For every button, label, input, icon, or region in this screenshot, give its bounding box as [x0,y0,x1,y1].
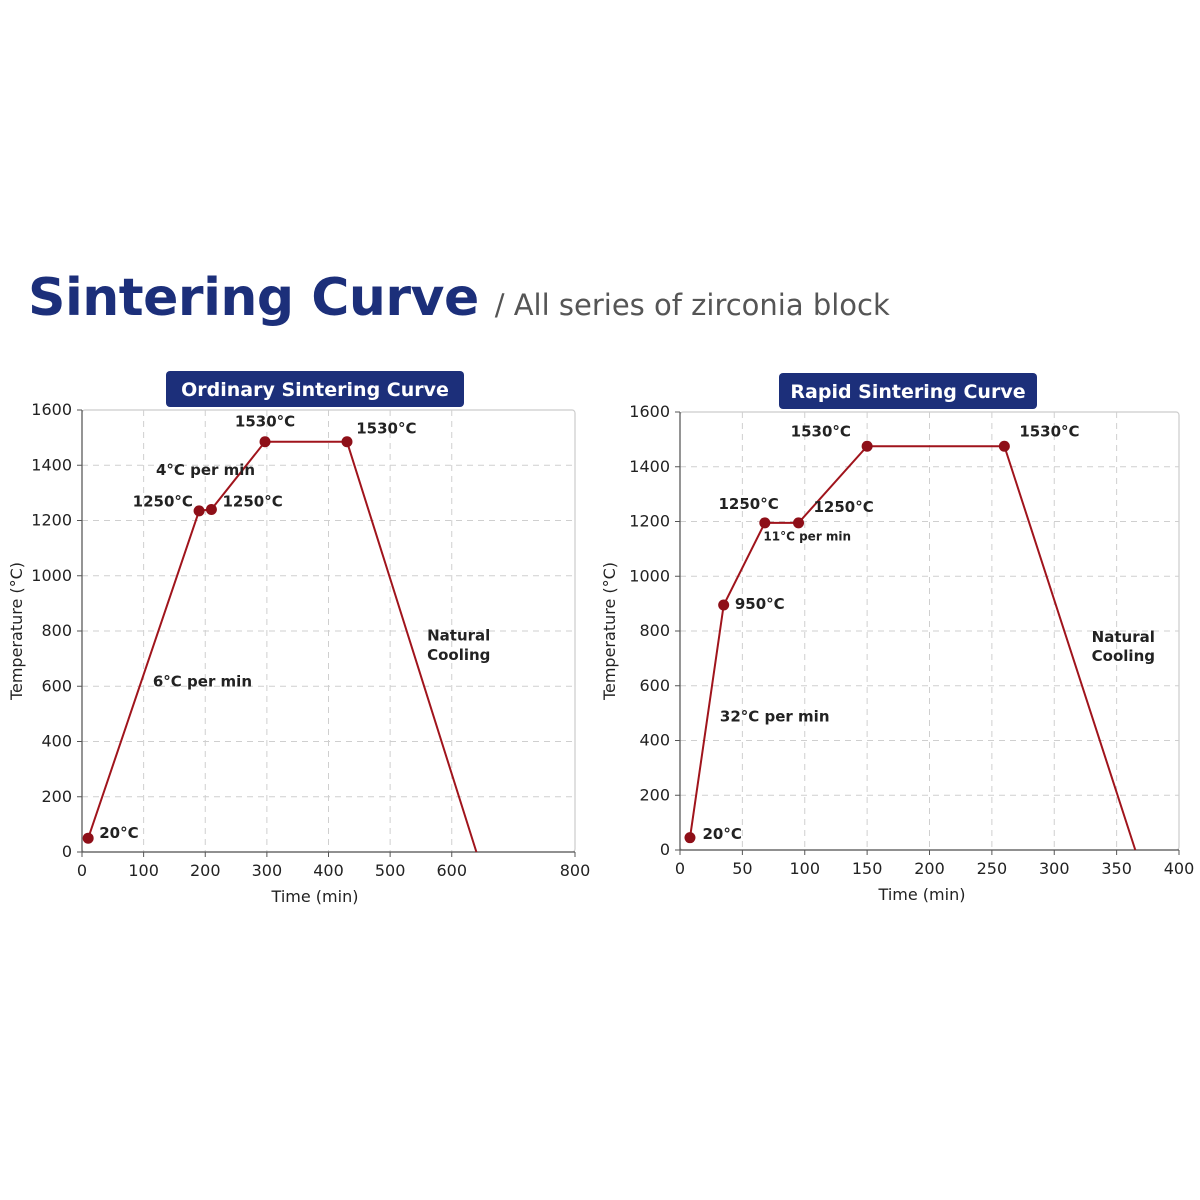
data-point [341,436,353,448]
y-tick-label: 400 [639,731,670,750]
data-label: Cooling [1092,647,1155,665]
y-tick-label: 800 [41,621,72,640]
x-tick-label: 400 [1164,859,1195,878]
y-tick-label: 600 [41,676,72,695]
data-label: 1250°C [223,493,283,511]
data-label: 20°C [702,825,741,843]
data-label: 950°C [735,595,785,613]
data-label: 1250°C [718,495,778,513]
data-label: 1530°C [1019,423,1079,441]
data-point [259,436,271,448]
page-subtitle: / All series of zirconia block [494,288,890,322]
x-tick-label: 250 [977,859,1008,878]
page-header: Sintering Curve / All series of zirconia… [28,268,890,328]
data-label: 32°C per min [720,707,830,725]
chart-title: Ordinary Sintering Curve [181,379,449,401]
data-label: 1250°C [813,498,873,516]
chart-title-banner [779,373,1037,409]
y-tick-label: 1000 [31,566,72,585]
series-line [87,440,478,853]
y-axis-title: Temperature (°C) [600,562,619,701]
y-tick-label: 1600 [31,400,72,419]
data-label: 1530°C [235,413,295,431]
chart-title: Rapid Sintering Curve [790,381,1025,403]
x-tick-label: 0 [77,861,87,880]
y-tick-label: 200 [639,785,670,804]
y-tick-label: 0 [62,842,72,861]
y-tick-label: 1600 [629,402,670,421]
data-point [684,832,696,844]
y-axis-title: Temperature (°C) [7,562,26,701]
data-point [793,517,805,529]
x-tick-label: 350 [1101,859,1132,878]
data-label: Cooling [427,646,490,664]
x-tick-label: 200 [914,859,945,878]
data-label: 1530°C [791,423,851,441]
data-point [193,505,205,517]
y-tick-label: 0 [660,840,670,859]
data-label: 1250°C [133,493,193,511]
y-tick-label: 1400 [31,455,72,474]
x-tick-label: 0 [675,859,685,878]
data-label: 4°C per min [156,461,255,479]
y-tick-label: 1200 [629,512,670,531]
x-tick-label: 800 [560,861,591,880]
x-tick-label: 200 [190,861,221,880]
x-tick-label: 50 [732,859,752,878]
data-point [205,503,217,515]
data-point [759,517,771,529]
data-label: 20°C [99,824,138,842]
data-point [82,832,94,844]
x-axis-title: Time (min) [878,885,966,904]
page-title: Sintering Curve [28,268,479,328]
y-tick-label: 800 [639,621,670,640]
x-tick-label: 100 [789,859,820,878]
x-tick-label: 400 [313,861,344,880]
x-tick-label: 300 [252,861,283,880]
y-tick-label: 200 [41,787,72,806]
data-label: 11°C per min [763,530,851,544]
data-label: 1530°C [356,419,416,437]
chart-title-banner [166,371,464,407]
data-label: 6°C per min [153,672,252,690]
data-label: Natural [427,627,490,645]
y-tick-label: 600 [639,676,670,695]
data-point [718,599,730,611]
data-point [861,440,873,452]
y-tick-label: 1000 [629,566,670,585]
y-tick-label: 1400 [629,457,670,476]
x-axis-title: Time (min) [271,887,359,906]
data-label: Natural [1092,628,1155,646]
data-point [998,440,1010,452]
x-tick-label: 500 [375,861,406,880]
y-tick-label: 400 [41,732,72,751]
x-tick-label: 150 [852,859,883,878]
x-tick-label: 600 [436,861,467,880]
x-tick-label: 100 [128,861,159,880]
x-tick-label: 300 [1039,859,1070,878]
y-tick-label: 1200 [31,511,72,530]
